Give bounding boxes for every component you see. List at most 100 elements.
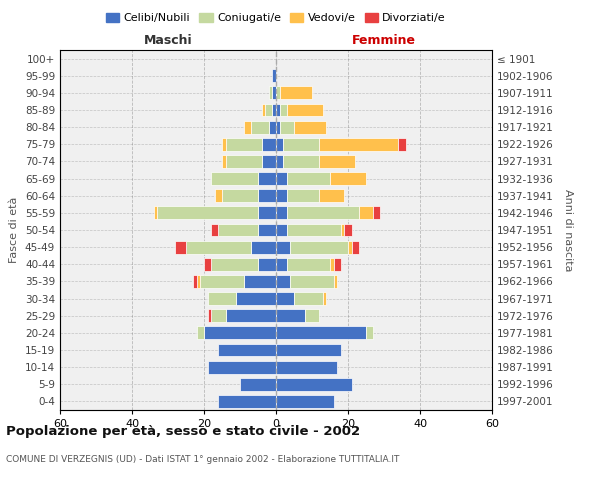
Legend: Celibi/Nubili, Coniugati/e, Vedovi/e, Divorziati/e: Celibi/Nubili, Coniugati/e, Vedovi/e, Di… [101, 8, 451, 28]
Bar [218, 344, 276, 356]
Bar [211, 310, 226, 322]
Bar [276, 275, 290, 288]
Bar [276, 292, 294, 305]
Bar [204, 326, 276, 340]
Y-axis label: Anni di nascita: Anni di nascita [563, 188, 573, 271]
Bar [258, 190, 276, 202]
Bar [334, 258, 341, 270]
Bar [276, 155, 283, 168]
Bar [344, 224, 352, 236]
Bar [373, 206, 380, 220]
Bar [276, 378, 352, 390]
Bar [222, 138, 226, 150]
Bar [211, 258, 258, 270]
Bar [348, 240, 352, 254]
Bar [251, 240, 276, 254]
Bar [294, 292, 323, 305]
Bar [218, 395, 276, 408]
Bar [294, 120, 326, 134]
Bar [319, 138, 398, 150]
Bar [330, 172, 366, 185]
Bar [265, 104, 272, 117]
Bar [287, 172, 330, 185]
Bar [287, 104, 323, 117]
Bar [287, 190, 319, 202]
Bar [208, 310, 211, 322]
Bar [200, 275, 244, 288]
Bar [258, 258, 276, 270]
Bar [269, 86, 272, 100]
Bar [262, 138, 276, 150]
Bar [218, 224, 258, 236]
Bar [154, 206, 157, 220]
Bar [398, 138, 406, 150]
Bar [341, 224, 344, 236]
Bar [352, 240, 359, 254]
Bar [197, 326, 204, 340]
Bar [283, 138, 319, 150]
Bar [276, 190, 287, 202]
Bar [319, 190, 344, 202]
Bar [244, 275, 276, 288]
Bar [290, 240, 348, 254]
Bar [272, 104, 276, 117]
Bar [269, 120, 276, 134]
Bar [276, 360, 337, 374]
Bar [226, 138, 262, 150]
Bar [366, 326, 373, 340]
Bar [204, 258, 211, 270]
Text: Maschi: Maschi [143, 34, 193, 46]
Bar [287, 224, 341, 236]
Bar [258, 224, 276, 236]
Text: Popolazione per età, sesso e stato civile - 2002: Popolazione per età, sesso e stato civil… [6, 425, 360, 438]
Bar [186, 240, 251, 254]
Bar [272, 86, 276, 100]
Bar [197, 275, 200, 288]
Bar [359, 206, 373, 220]
Bar [276, 86, 280, 100]
Bar [276, 240, 290, 254]
Bar [280, 86, 312, 100]
Bar [240, 378, 276, 390]
Bar [319, 155, 355, 168]
Bar [222, 155, 226, 168]
Bar [175, 240, 186, 254]
Bar [276, 120, 280, 134]
Bar [283, 155, 319, 168]
Bar [276, 310, 305, 322]
Bar [193, 275, 197, 288]
Bar [258, 206, 276, 220]
Bar [236, 292, 276, 305]
Bar [258, 172, 276, 185]
Bar [215, 190, 222, 202]
Bar [276, 138, 283, 150]
Bar [276, 104, 280, 117]
Bar [222, 190, 258, 202]
Bar [226, 310, 276, 322]
Bar [272, 70, 276, 82]
Y-axis label: Fasce di età: Fasce di età [10, 197, 19, 263]
Bar [323, 292, 326, 305]
Bar [276, 344, 341, 356]
Bar [305, 310, 319, 322]
Bar [211, 172, 258, 185]
Bar [287, 206, 359, 220]
Bar [211, 224, 218, 236]
Bar [251, 120, 269, 134]
Bar [276, 224, 287, 236]
Bar [262, 155, 276, 168]
Bar [334, 275, 337, 288]
Bar [280, 120, 294, 134]
Bar [280, 104, 287, 117]
Bar [244, 120, 251, 134]
Bar [262, 104, 265, 117]
Bar [208, 360, 276, 374]
Text: Femmine: Femmine [352, 34, 416, 46]
Bar [290, 275, 334, 288]
Bar [226, 155, 262, 168]
Bar [330, 258, 334, 270]
Bar [276, 206, 287, 220]
Bar [276, 258, 287, 270]
Bar [276, 326, 366, 340]
Bar [276, 395, 334, 408]
